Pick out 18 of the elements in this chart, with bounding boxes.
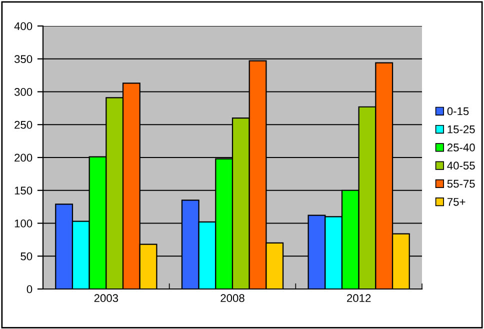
legend-label: 15-25 xyxy=(448,125,475,134)
y-tick-label: 100 xyxy=(14,220,32,228)
y-tick-label: 50 xyxy=(20,252,32,260)
x-tick-label: 2012 xyxy=(347,294,371,302)
y-tick-label: 300 xyxy=(14,88,32,96)
y-tick-label: 150 xyxy=(14,186,32,195)
x-tick-label: 2003 xyxy=(94,294,118,302)
y-tick-label: 250 xyxy=(14,120,32,129)
x-tick-label: 2008 xyxy=(220,294,244,302)
y-tick-label: 350 xyxy=(14,55,32,64)
legend-label: 40-55 xyxy=(447,162,475,170)
y-tick-label: 0 xyxy=(26,285,32,294)
legend-label: 0-15 xyxy=(447,107,469,116)
legend-label: 55-75 xyxy=(447,180,475,188)
legend-label: 25-40 xyxy=(447,144,475,152)
y-tick-label: 200 xyxy=(14,154,32,162)
y-tick-label: 400 xyxy=(14,22,32,30)
legend-label: 75+ xyxy=(447,198,466,206)
